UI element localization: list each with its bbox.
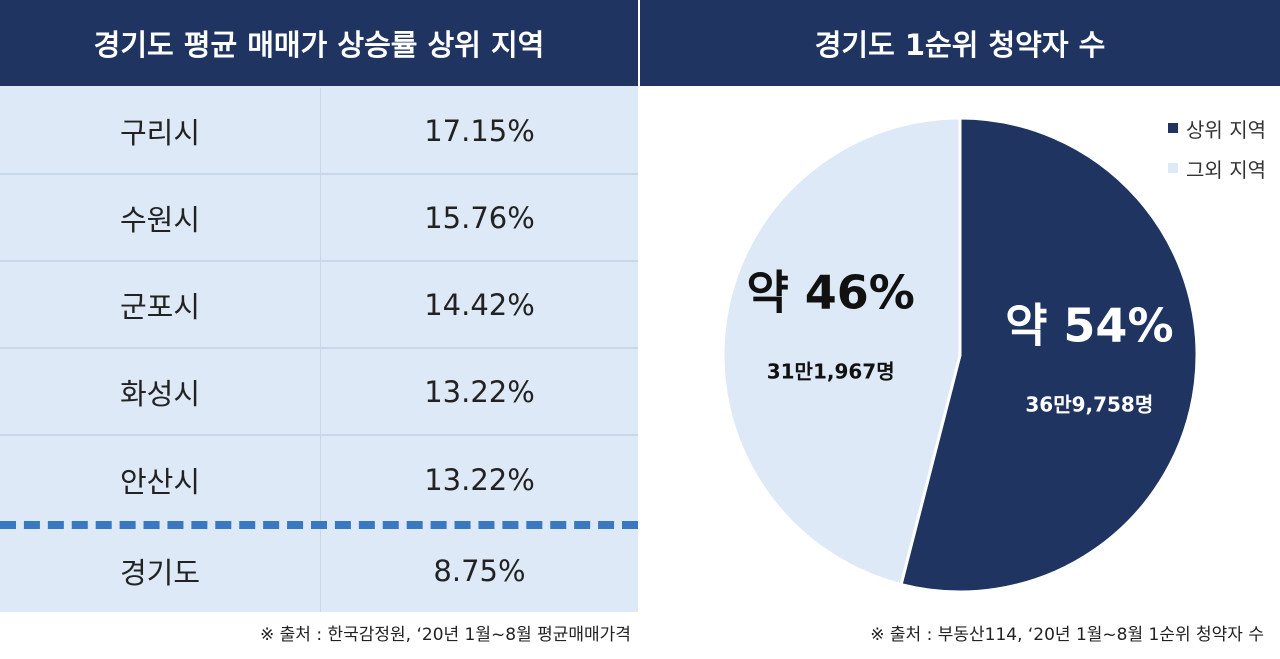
region-cell: 화성시 — [119, 376, 201, 411]
rate-cell: 13.22% — [424, 374, 535, 409]
total-region-cell: 경기도 — [119, 556, 201, 590]
legend-label: 상위 지역 — [1186, 117, 1266, 142]
pie-slice — [899, 116, 1199, 594]
total-row: 경기도 8.75% — [0, 530, 638, 612]
table-row: 안산시 13.22% — [0, 436, 638, 523]
dashed-separator — [0, 521, 638, 529]
legend-swatch — [1168, 123, 1179, 133]
legend-swatch — [1168, 163, 1179, 173]
pie-slice — [721, 116, 962, 587]
rate-cell: 17.15% — [424, 113, 535, 148]
chart-legend: 상위 지역 그외 지역 — [1168, 108, 1266, 188]
column-divider — [320, 88, 321, 612]
total-rate-cell: 8.75% — [433, 554, 526, 588]
pie-chart: 약 54% 36만9,758명 약 46% 31만1,967명 — [721, 116, 1199, 594]
slice-percent-label: 약 54% — [1005, 298, 1173, 352]
right-source-note: ※ 출처 : 부동산114, ‘20년 1월~8월 1순위 청약자 수 — [870, 625, 1264, 645]
table-row: 화성시 13.22% — [0, 349, 638, 436]
legend-label: 그외 지역 — [1186, 157, 1266, 182]
applicants-pie-panel: 경기도 1순위 청약자 수 약 54% 36만9,758명 약 46% 31만1,96… — [640, 0, 1280, 612]
table-title: 경기도 평균 매매가 상승률 상위 지역 — [0, 0, 638, 86]
rate-cell: 15.76% — [424, 200, 535, 235]
region-cell: 구리시 — [119, 115, 201, 150]
slice-count-label: 31만1,967명 — [767, 360, 895, 384]
table-row: 구리시 17.15% — [0, 88, 638, 175]
table-row: 군포시 14.42% — [0, 262, 638, 349]
rate-cell: 14.42% — [424, 287, 535, 322]
ranking-table: 구리시 17.15% 수원시 15.76% 군포시 14.42% 화성시 13.… — [0, 88, 638, 523]
slice-count-label: 36만9,758명 — [1025, 392, 1153, 416]
rate-cell: 13.22% — [424, 462, 535, 497]
legend-item: 상위 지역 — [1168, 108, 1266, 148]
region-cell: 수원시 — [119, 202, 201, 237]
table-row: 수원시 15.76% — [0, 175, 638, 262]
pie-title: 경기도 1순위 청약자 수 — [640, 0, 1280, 86]
legend-item: 그외 지역 — [1168, 148, 1266, 188]
price-growth-table-panel: 경기도 평균 매매가 상승률 상위 지역 구리시 17.15% 수원시 15.7… — [0, 0, 638, 612]
slice-percent-label: 약 46% — [746, 266, 914, 320]
panel-separator — [638, 0, 640, 612]
region-cell: 안산시 — [119, 464, 201, 499]
left-source-note: ※ 출처 : 한국감정원, ‘20년 1월~8월 평균매매가격 — [260, 625, 631, 645]
region-cell: 군포시 — [119, 289, 201, 324]
